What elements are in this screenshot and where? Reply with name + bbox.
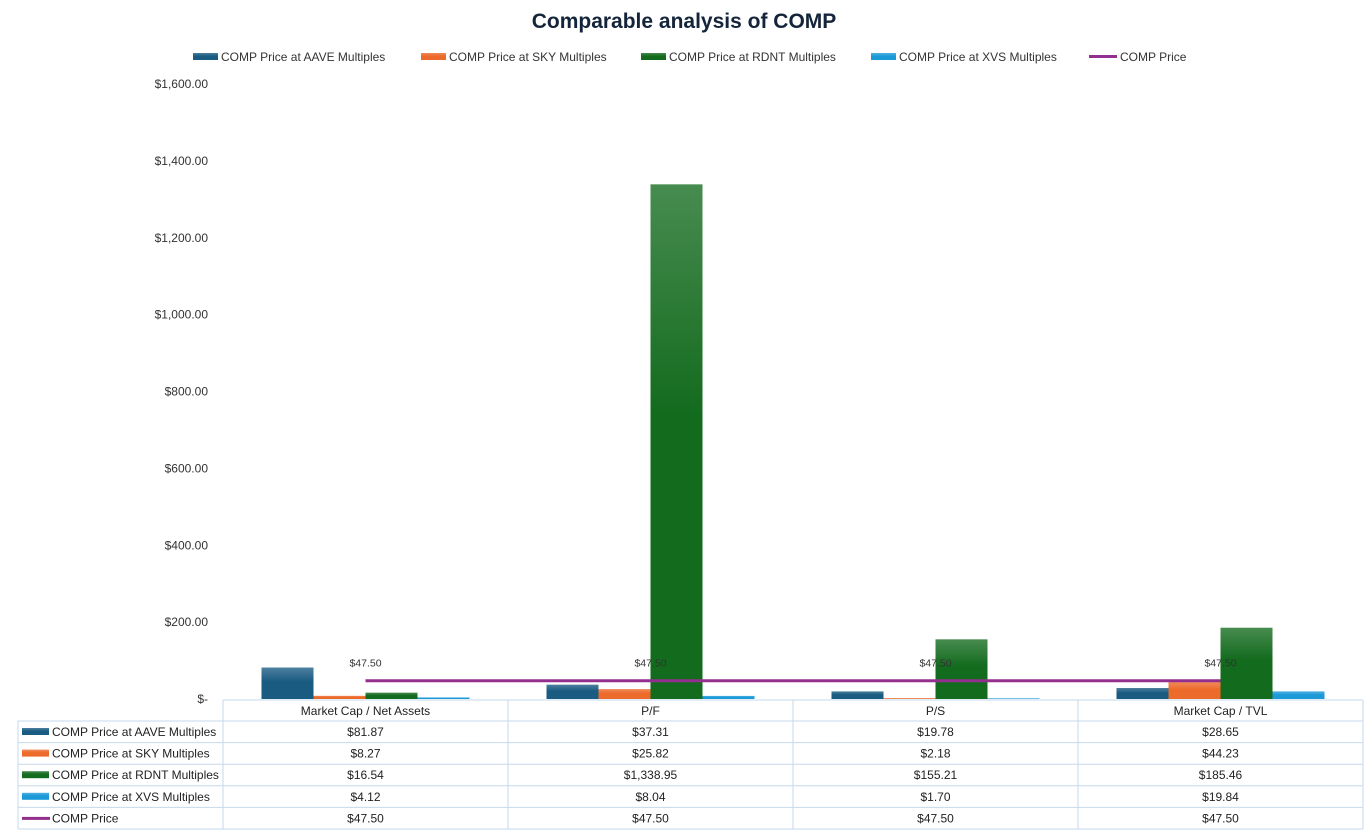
table-cell: $47.50 — [1202, 811, 1239, 825]
y-tick-label: $400.00 — [165, 538, 209, 552]
bar — [261, 667, 314, 699]
table-cell: $47.50 — [632, 811, 669, 825]
y-tick-label: $1,000.00 — [155, 308, 209, 322]
table-legend-swatch — [22, 771, 49, 779]
y-tick-label: $1,200.00 — [155, 231, 209, 245]
table-cell: $19.78 — [917, 725, 954, 739]
table-row-label: COMP Price at RDNT Multiples — [52, 768, 219, 782]
y-tick-label: $800.00 — [165, 385, 209, 399]
bar — [417, 697, 470, 699]
bar — [883, 698, 936, 699]
bar — [1272, 691, 1325, 699]
table-cell: $16.54 — [347, 768, 384, 782]
table-legend-swatch — [22, 792, 49, 800]
data-label: $47.50 — [919, 658, 951, 670]
chart-title: Comparable analysis of COMP — [532, 10, 837, 33]
table-cell: $2.18 — [920, 747, 950, 761]
table-cell: $4.12 — [350, 790, 380, 804]
bar — [313, 695, 366, 699]
table-row-label: COMP Price — [52, 811, 119, 825]
bar — [598, 689, 651, 699]
table-cell: $37.31 — [632, 725, 669, 739]
bar — [1116, 687, 1169, 699]
bar — [546, 684, 599, 699]
legend-label: COMP Price at RDNT Multiples — [669, 50, 836, 64]
category-label: P/F — [641, 704, 660, 718]
bar — [1168, 681, 1221, 699]
legend-line-swatch — [1089, 55, 1117, 58]
table-cell: $19.84 — [1202, 790, 1239, 804]
category-label: Market Cap / TVL — [1174, 704, 1268, 718]
legend-label: COMP Price at AAVE Multiples — [221, 50, 385, 64]
legend-swatch — [641, 53, 666, 60]
table-cell: $1,338.95 — [624, 768, 678, 782]
bar — [365, 692, 418, 699]
table-legend-swatch — [22, 749, 49, 757]
legend-label: COMP Price at XVS Multiples — [899, 50, 1057, 64]
y-tick-label: $200.00 — [165, 615, 209, 629]
data-label: $47.50 — [1204, 658, 1236, 670]
y-tick-label: $- — [197, 692, 208, 706]
table-cell: $155.21 — [914, 768, 958, 782]
table-row-label: COMP Price at AAVE Multiples — [52, 725, 216, 739]
bar — [702, 695, 755, 699]
y-tick-label: $1,400.00 — [155, 154, 209, 168]
bar — [935, 639, 988, 699]
table-cell: $47.50 — [917, 811, 954, 825]
table-row-label: COMP Price at XVS Multiples — [52, 790, 210, 804]
table-cell: $28.65 — [1202, 725, 1239, 739]
category-label: P/S — [926, 704, 945, 718]
table-cell: $47.50 — [347, 811, 384, 825]
y-tick-label: $1,600.00 — [155, 77, 209, 91]
data-label: $47.50 — [349, 658, 381, 670]
table-cell: $1.70 — [920, 790, 950, 804]
legend-label: COMP Price — [1120, 50, 1187, 64]
bar — [987, 698, 1040, 699]
data-label: $47.50 — [634, 658, 666, 670]
legend-label: COMP Price at SKY Multiples — [449, 50, 607, 64]
table-cell: $185.46 — [1199, 768, 1243, 782]
table-cell: $25.82 — [632, 747, 669, 761]
table-legend-line — [22, 816, 50, 820]
table-cell: $8.04 — [635, 790, 665, 804]
bar — [831, 691, 884, 699]
table-legend-swatch — [22, 728, 49, 735]
y-tick-label: $600.00 — [165, 461, 209, 475]
table-cell: $44.23 — [1202, 747, 1239, 761]
bar — [650, 184, 703, 700]
legend-swatch — [193, 53, 218, 60]
table-cell: $81.87 — [347, 725, 384, 739]
legend-swatch — [871, 53, 896, 60]
table-row-label: COMP Price at SKY Multiples — [52, 747, 210, 761]
category-label: Market Cap / Net Assets — [301, 704, 430, 718]
legend-swatch — [421, 53, 446, 60]
table-cell: $8.27 — [350, 747, 380, 761]
bar — [1220, 627, 1273, 699]
